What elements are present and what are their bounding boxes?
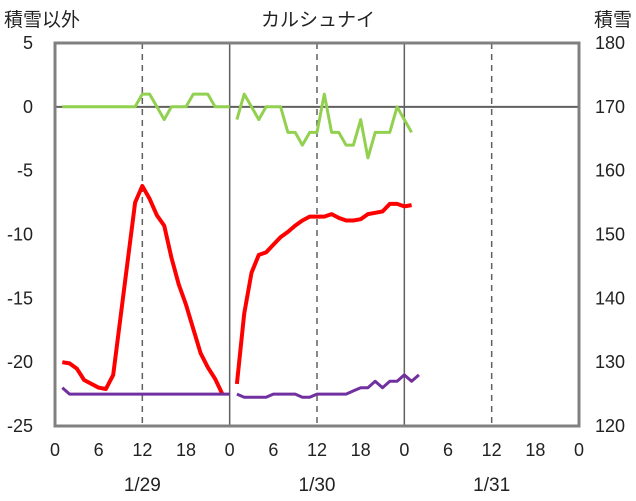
right-tick-label: 130 (595, 352, 625, 372)
date-label: 1/31 (473, 475, 510, 496)
series-2-line-0 (61, 386, 230, 396)
series-1-line-0 (61, 184, 225, 395)
left-tick-label: 5 (23, 33, 33, 53)
x-tick-label: 0 (50, 440, 60, 460)
series-0-line-0 (62, 92, 230, 122)
date-label: 1/29 (124, 475, 161, 496)
x-tick-label: 0 (399, 440, 409, 460)
x-tick-label: 6 (268, 440, 278, 460)
right-tick-label: 120 (595, 416, 625, 436)
x-tick-label: 18 (525, 440, 545, 460)
series-2-line-1 (236, 373, 420, 399)
series-layer (61, 92, 420, 399)
series-1-line-1 (234, 201, 412, 385)
x-tick-label: 18 (351, 440, 371, 460)
date-label: 1/30 (299, 475, 336, 496)
right-tick-label: 140 (595, 288, 625, 308)
x-tick-label: 18 (176, 440, 196, 460)
plot-frame (53, 41, 581, 428)
x-tick-label: 6 (94, 440, 104, 460)
left-tick-label: -10 (7, 225, 33, 245)
right-tick-label: 170 (595, 97, 625, 117)
x-tick-label: 0 (574, 440, 584, 460)
left-tick-label: 0 (23, 97, 33, 117)
left-tick-label: -5 (17, 161, 33, 181)
x-tick-label: 12 (132, 440, 152, 460)
left-tick-label: -20 (7, 352, 33, 372)
left-tick-label: -25 (7, 416, 33, 436)
right-tick-label: 160 (595, 161, 625, 181)
series-0-line-1 (235, 92, 413, 160)
x-tick-label: 6 (443, 440, 453, 460)
x-tick-label: 12 (307, 440, 327, 460)
left-tick-label: -15 (7, 288, 33, 308)
grid-lines (55, 43, 579, 426)
right-axis-title: 積雪 (594, 9, 632, 31)
right-tick-label: 180 (595, 33, 625, 53)
x-tick-label: 0 (225, 440, 235, 460)
right-tick-label: 150 (595, 225, 625, 245)
x-tick-label: 12 (482, 440, 502, 460)
chart-title: カルシュナイ (261, 10, 375, 31)
left-axis-title: 積雪以外 (4, 9, 80, 31)
